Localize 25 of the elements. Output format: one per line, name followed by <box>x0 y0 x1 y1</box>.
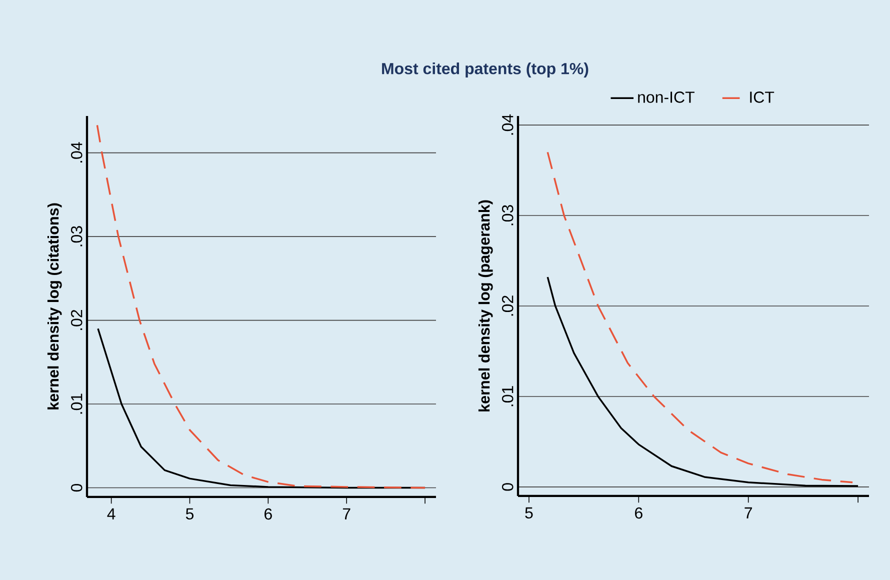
x-tick-label: 6 <box>264 508 272 520</box>
line-series <box>96 124 426 489</box>
text: Most cited patents (top 1%) <box>382 62 588 78</box>
y-tick-label: .02 <box>502 296 514 316</box>
y-tick-label: .01 <box>502 386 514 406</box>
x-tick-label: 4 <box>107 508 116 520</box>
y-tick-label: .04 <box>502 114 514 135</box>
line-series <box>546 151 854 484</box>
legend-label: non-ICT <box>638 92 694 103</box>
y-axis-title: kernel density log (citations) <box>47 203 62 410</box>
y-tick-label: 0 <box>70 484 82 492</box>
legend-label: ICT <box>750 92 774 103</box>
x-tick-label: 5 <box>525 507 533 519</box>
x-tick-label: 5 <box>186 508 194 520</box>
y-tick-label: .04 <box>70 142 82 162</box>
y-tick-label: .02 <box>70 310 82 330</box>
x-tick-label: 6 <box>635 507 642 519</box>
x-tick-label: 7 <box>744 507 752 518</box>
line-series <box>546 276 859 487</box>
y-tick-label: .03 <box>70 226 82 246</box>
y-tick-label: .03 <box>502 205 514 226</box>
y-tick-label: .01 <box>70 394 82 414</box>
y-axis-title: kernel density log (pagerank) <box>478 200 493 412</box>
x-tick-label: 7 <box>342 508 350 520</box>
y-tick-label: 0 <box>502 483 514 491</box>
